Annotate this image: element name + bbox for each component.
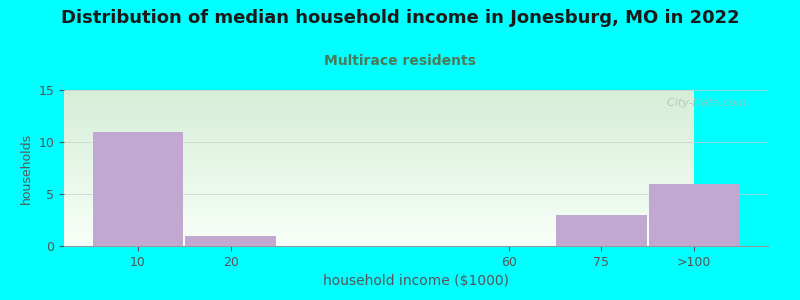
Text: City-Data.com: City-Data.com — [660, 98, 747, 108]
Text: Distribution of median household income in Jonesburg, MO in 2022: Distribution of median household income … — [61, 9, 739, 27]
Y-axis label: households: households — [20, 132, 33, 204]
X-axis label: household income ($1000): household income ($1000) — [323, 274, 509, 288]
Bar — [556, 215, 646, 246]
Bar — [93, 132, 183, 246]
Bar — [186, 236, 276, 246]
Bar — [649, 184, 739, 246]
Text: Multirace residents: Multirace residents — [324, 54, 476, 68]
